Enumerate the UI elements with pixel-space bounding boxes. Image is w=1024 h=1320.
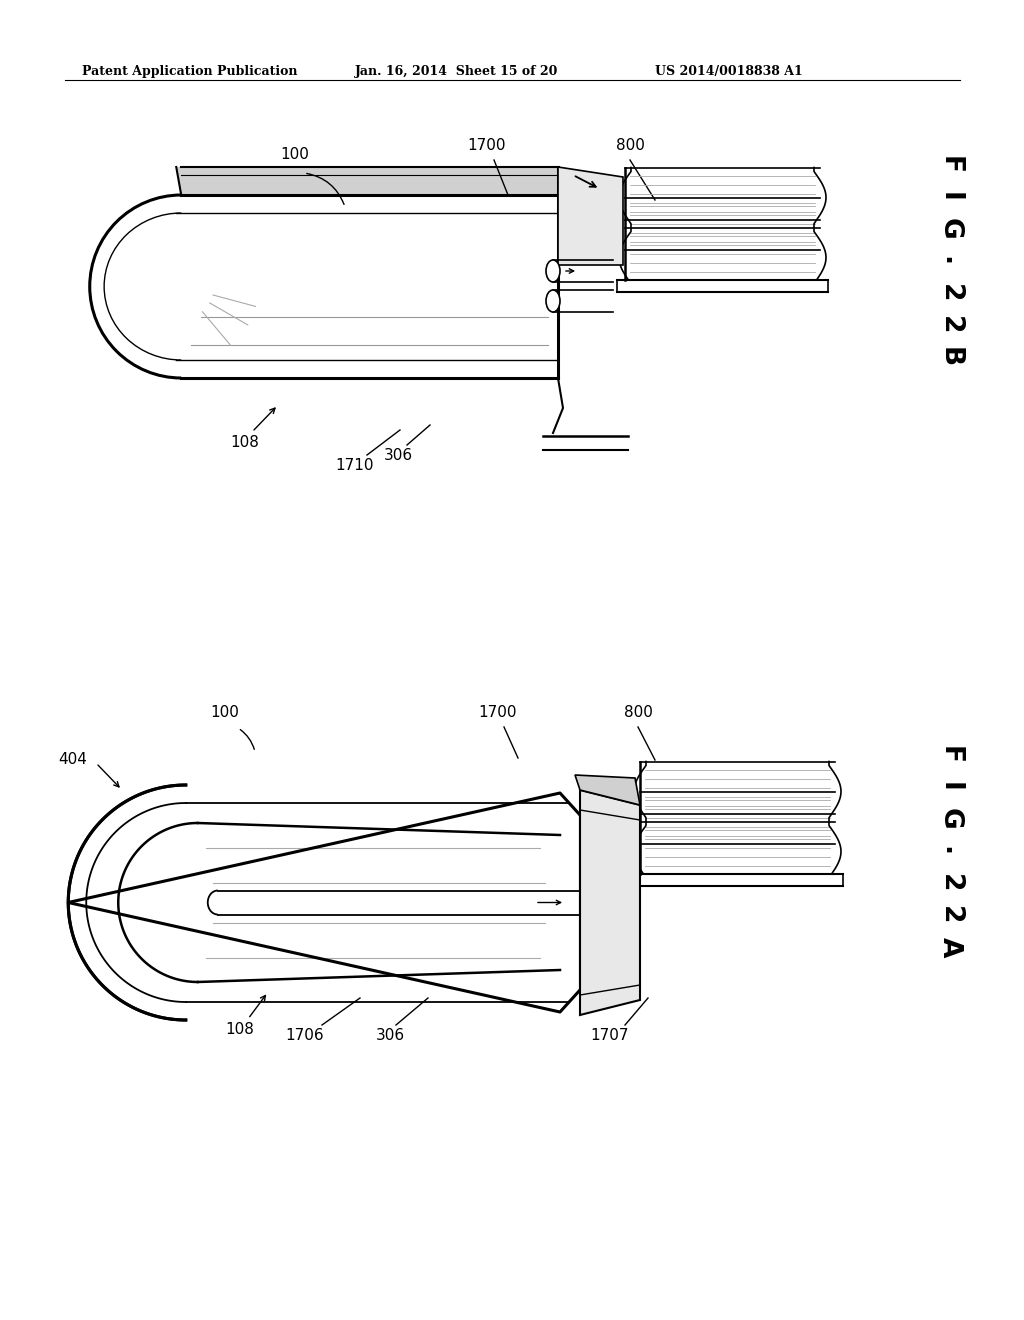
Polygon shape — [625, 198, 820, 249]
Text: G: G — [937, 218, 963, 240]
Text: 2: 2 — [937, 906, 963, 924]
Text: 108: 108 — [230, 436, 259, 450]
Text: .: . — [937, 846, 963, 857]
Polygon shape — [640, 792, 835, 843]
Polygon shape — [558, 168, 623, 265]
Text: 2: 2 — [937, 284, 963, 302]
Text: 1710: 1710 — [336, 458, 374, 473]
Text: G: G — [937, 808, 963, 830]
Polygon shape — [90, 195, 558, 378]
Text: 1700: 1700 — [468, 139, 506, 153]
Text: I: I — [937, 193, 963, 202]
Text: 100: 100 — [281, 147, 309, 162]
Text: 1700: 1700 — [479, 705, 517, 719]
Ellipse shape — [546, 290, 560, 312]
Text: 800: 800 — [615, 139, 644, 153]
Text: 1707: 1707 — [591, 1028, 630, 1043]
Text: F: F — [937, 746, 963, 764]
Text: 306: 306 — [383, 447, 413, 463]
Text: 306: 306 — [376, 1028, 404, 1043]
Text: 2: 2 — [937, 315, 963, 334]
Text: Patent Application Publication: Patent Application Publication — [82, 65, 298, 78]
Polygon shape — [575, 775, 640, 805]
Text: .: . — [937, 256, 963, 267]
Polygon shape — [69, 300, 580, 535]
Text: US 2014/0018838 A1: US 2014/0018838 A1 — [655, 65, 803, 78]
Text: I: I — [937, 783, 963, 792]
Polygon shape — [625, 227, 820, 280]
Text: 100: 100 — [211, 705, 240, 719]
Text: 404: 404 — [58, 752, 87, 767]
Text: A: A — [937, 937, 963, 957]
Ellipse shape — [546, 260, 560, 282]
Polygon shape — [640, 821, 835, 874]
Polygon shape — [640, 762, 835, 813]
Polygon shape — [176, 168, 558, 195]
Polygon shape — [580, 789, 640, 1015]
Text: 2: 2 — [937, 874, 963, 892]
Text: 800: 800 — [624, 705, 652, 719]
Text: 1706: 1706 — [286, 1028, 325, 1043]
Text: 108: 108 — [225, 1022, 254, 1038]
Polygon shape — [625, 168, 820, 219]
Text: B: B — [937, 347, 963, 367]
Text: F: F — [937, 156, 963, 174]
Text: Jan. 16, 2014  Sheet 15 of 20: Jan. 16, 2014 Sheet 15 of 20 — [355, 65, 558, 78]
